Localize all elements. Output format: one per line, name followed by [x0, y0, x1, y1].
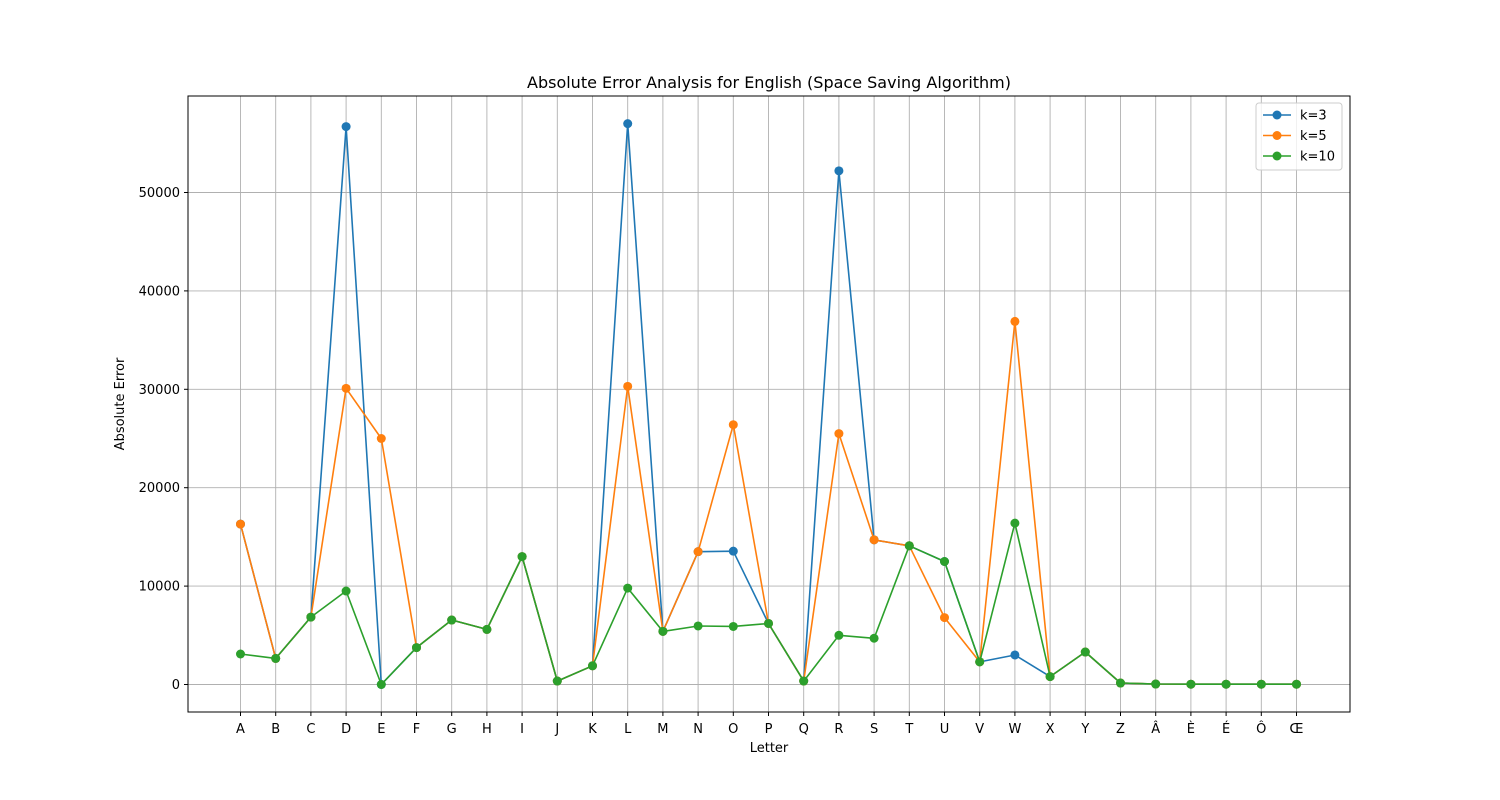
- data-point: [1045, 672, 1055, 682]
- x-tick-label: N: [693, 722, 703, 737]
- data-point: [236, 649, 245, 659]
- series-layer: [236, 119, 1301, 689]
- data-point: [764, 618, 773, 628]
- legend-marker: [1272, 110, 1282, 120]
- data-point: [412, 643, 421, 653]
- data-point: [306, 612, 316, 622]
- y-tick-label: 0: [172, 678, 180, 693]
- data-point: [1256, 679, 1266, 689]
- data-point: [1116, 678, 1125, 688]
- data-point: [271, 653, 281, 663]
- data-point: [869, 633, 879, 643]
- x-tick-label: É: [1222, 721, 1230, 737]
- data-point: [341, 383, 351, 393]
- data-point: [376, 680, 386, 689]
- data-point: [940, 613, 949, 623]
- x-tick-label: È: [1187, 721, 1195, 737]
- x-tick-label: Q: [799, 722, 809, 737]
- grid: [188, 96, 1350, 712]
- y-tick-label: 40000: [139, 284, 180, 299]
- x-tick-label: D: [341, 722, 351, 737]
- data-point: [588, 661, 597, 671]
- x-tick-label: E: [377, 722, 385, 737]
- data-point: [693, 621, 703, 631]
- data-point: [834, 429, 844, 439]
- x-tick-label: Ô: [1256, 721, 1266, 737]
- data-point: [904, 541, 914, 551]
- x-tick-label: A: [236, 722, 245, 737]
- data-point: [1010, 650, 1020, 660]
- x-tick-label: G: [447, 722, 457, 737]
- data-point: [517, 552, 527, 562]
- data-point: [1221, 679, 1231, 689]
- data-point: [236, 519, 245, 529]
- data-point: [728, 546, 738, 556]
- data-point: [623, 119, 633, 129]
- x-tick-label: V: [975, 722, 984, 737]
- data-point: [1010, 316, 1020, 326]
- x-tick-label: U: [940, 722, 950, 737]
- legend-label: k=10: [1300, 150, 1335, 165]
- x-tick-label: P: [765, 722, 773, 737]
- legend-label: k=3: [1300, 109, 1327, 124]
- data-point: [1292, 679, 1301, 689]
- y-tick-label: 20000: [139, 481, 180, 496]
- data-point: [447, 615, 457, 625]
- legend-marker: [1272, 131, 1282, 140]
- x-tick-label: L: [624, 722, 632, 737]
- data-point: [341, 586, 351, 596]
- legend-marker: [1272, 151, 1282, 161]
- data-point: [834, 166, 844, 176]
- x-tick-label: Œ: [1290, 722, 1304, 737]
- x-tick-label: C: [306, 722, 315, 737]
- x-tick-label: W: [1008, 722, 1021, 737]
- series-k=10: [236, 518, 1301, 689]
- data-point: [1010, 518, 1020, 528]
- data-point: [834, 630, 844, 640]
- x-tick-label: X: [1046, 722, 1055, 737]
- x-tick-label: J: [554, 722, 559, 737]
- x-tick-label: Â: [1151, 721, 1160, 737]
- x-tick-label: R: [834, 722, 843, 737]
- data-point: [482, 624, 492, 634]
- data-point: [940, 557, 949, 566]
- x-tick-label: H: [482, 722, 492, 737]
- x-tick-label: F: [413, 722, 420, 737]
- legend: k=3 k=5 k=10: [1255, 102, 1343, 171]
- x-tick-label: K: [588, 722, 597, 737]
- x-tick-label: B: [271, 722, 280, 737]
- x-tick-label: S: [870, 722, 878, 737]
- data-point: [799, 676, 809, 686]
- x-tick-label: M: [657, 722, 668, 737]
- data-point: [376, 434, 386, 443]
- data-point: [552, 676, 562, 686]
- data-point: [693, 547, 703, 557]
- x-tick-label: Y: [1080, 722, 1089, 737]
- x-tick-label: I: [520, 722, 524, 737]
- y-tick-label: 30000: [139, 383, 180, 398]
- data-point: [658, 626, 668, 636]
- data-point: [869, 535, 879, 545]
- data-point: [1186, 679, 1196, 689]
- y-tick-label: 10000: [139, 580, 180, 595]
- data-point: [728, 420, 738, 430]
- x-axis-label: Letter: [750, 741, 789, 756]
- x-tick-label: Z: [1116, 722, 1125, 737]
- y-axis-label: Absolute Error: [113, 357, 128, 450]
- data-point: [623, 381, 633, 391]
- x-tick-label: O: [728, 722, 738, 737]
- chart-title: Absolute Error Analysis for English (Spa…: [527, 73, 1011, 92]
- data-point: [975, 657, 985, 667]
- data-point: [341, 122, 351, 132]
- y-tick-label: 50000: [139, 186, 180, 201]
- data-point: [1151, 679, 1161, 689]
- data-point: [1080, 647, 1090, 657]
- y-tick-labels: 0 10000 20000 30000 40000 50000: [139, 186, 188, 693]
- x-tick-label: T: [904, 722, 913, 737]
- data-point: [728, 621, 738, 631]
- legend-label: k=5: [1300, 129, 1327, 144]
- data-point: [623, 583, 633, 593]
